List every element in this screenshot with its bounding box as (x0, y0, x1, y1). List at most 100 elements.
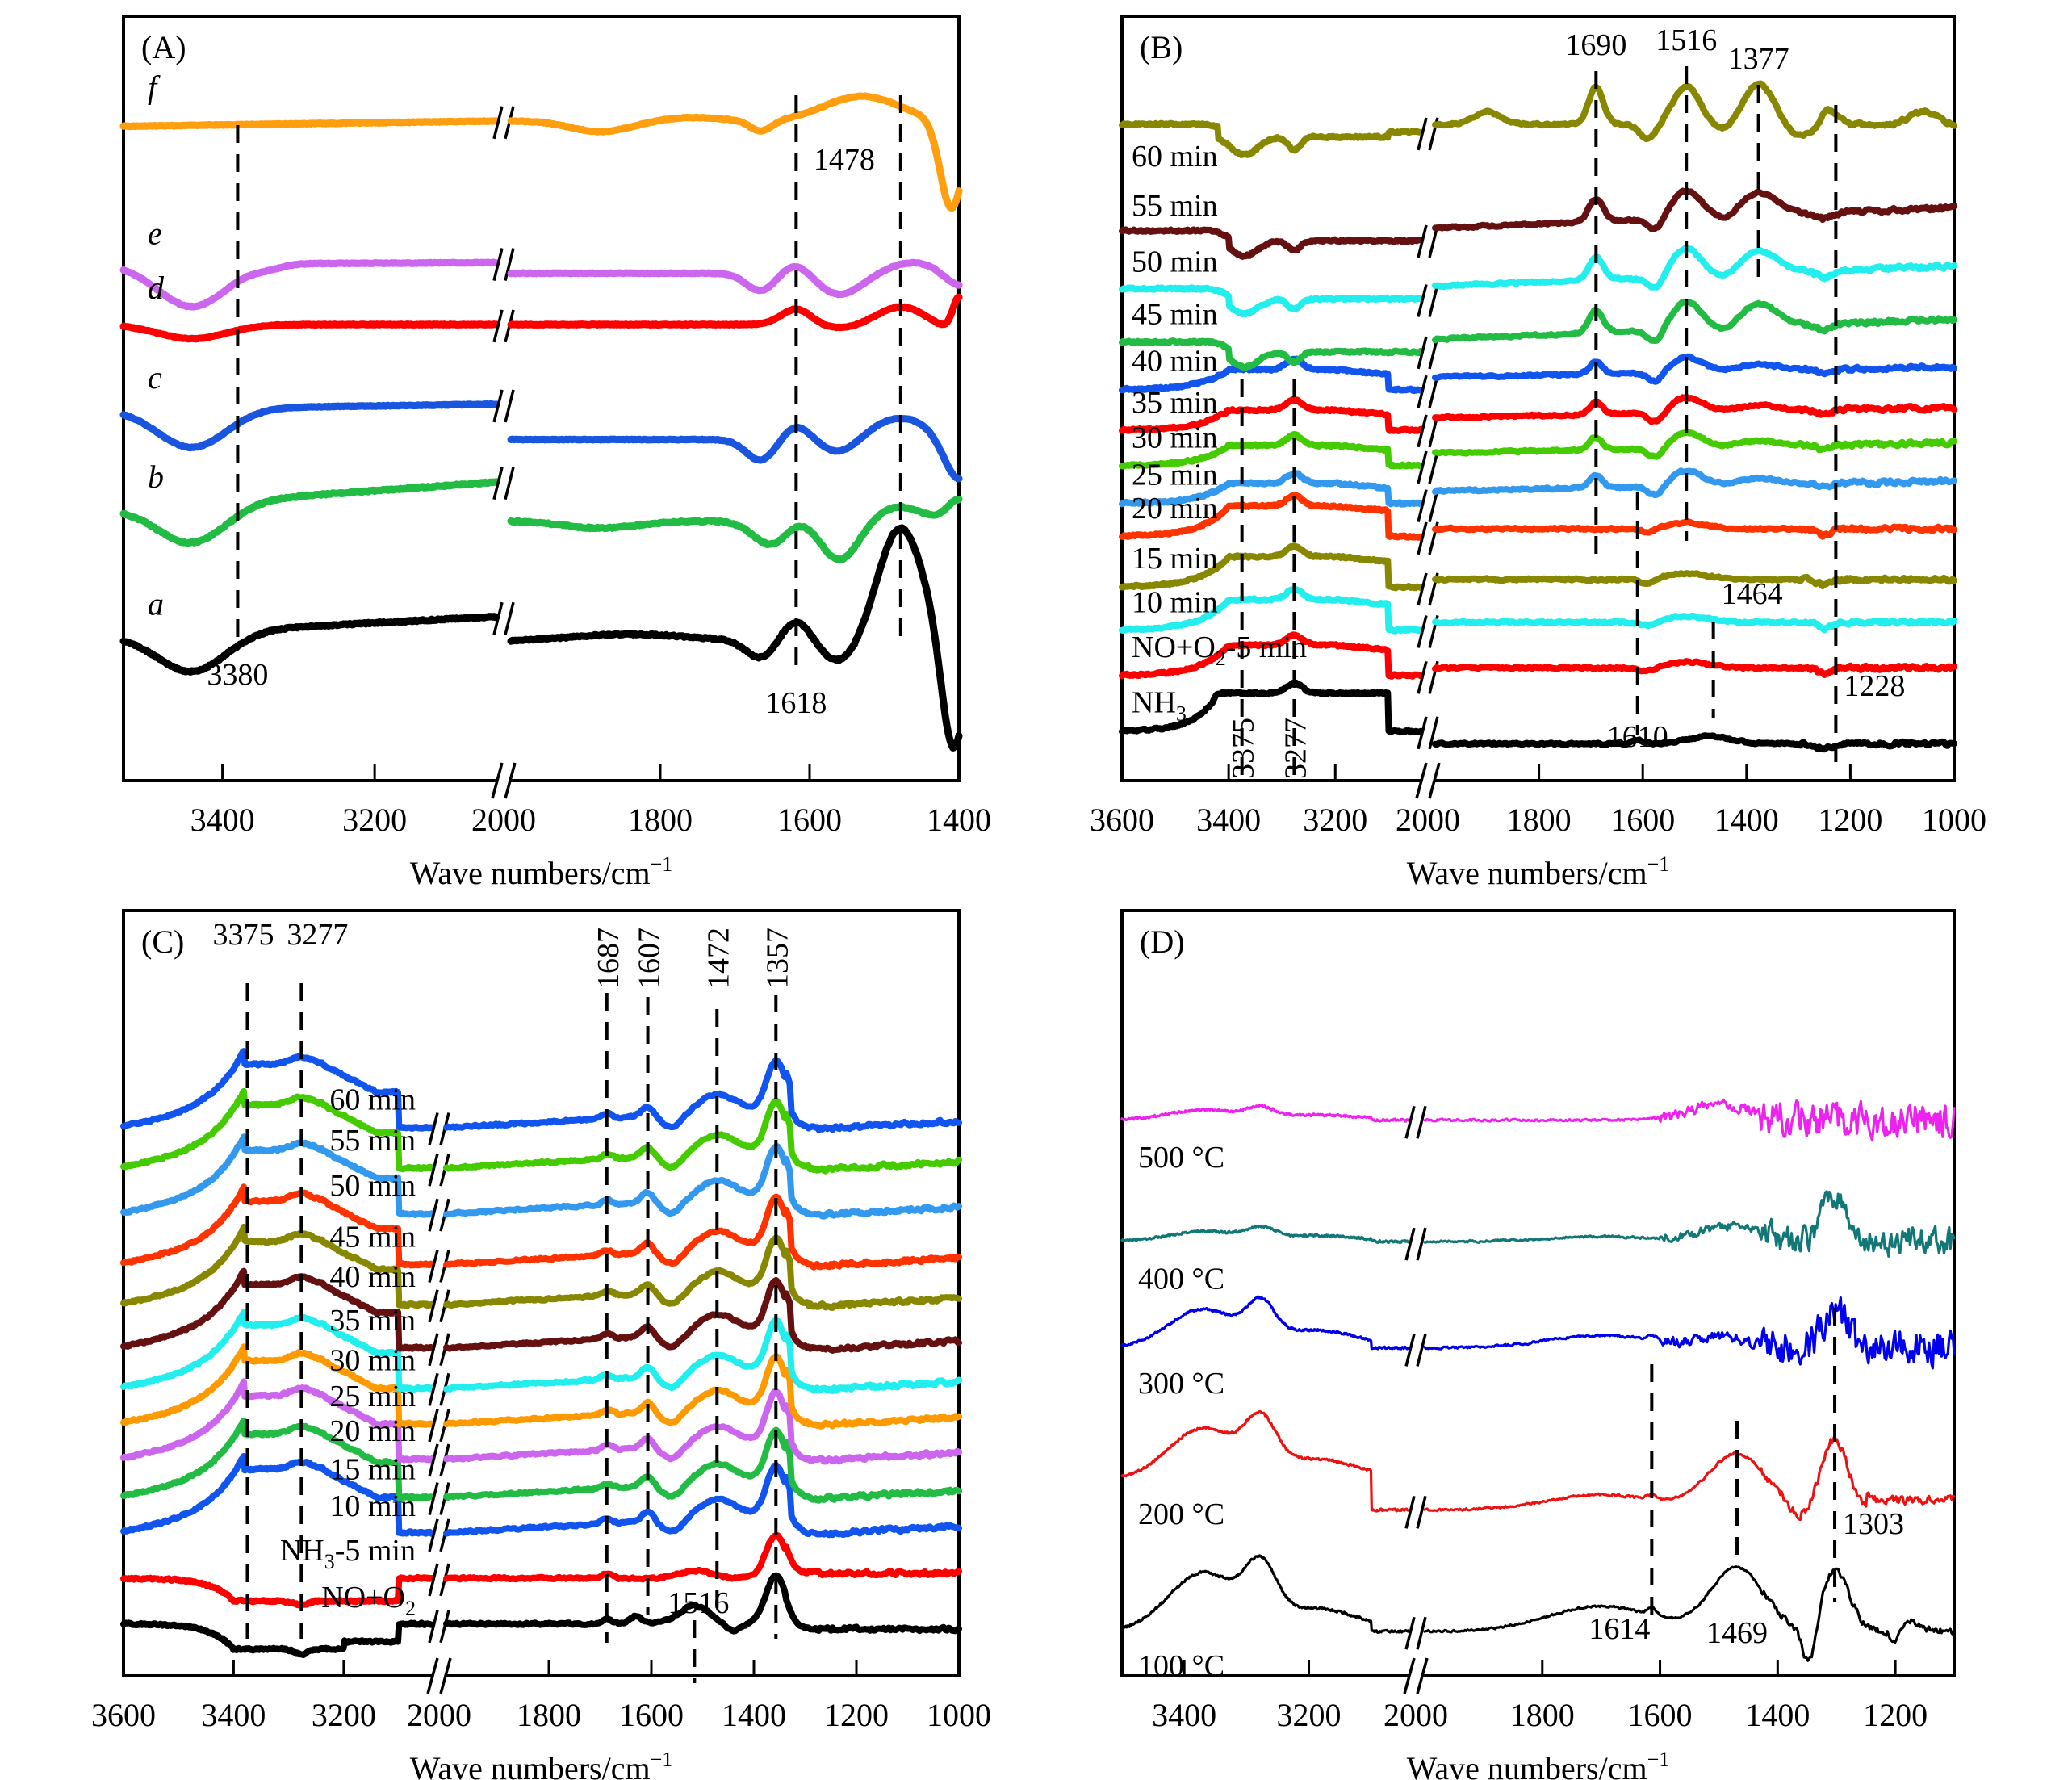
x-tick-label: 1800 (517, 1697, 581, 1733)
series-50-min (1119, 245, 1957, 318)
x-tick-label: 1600 (777, 802, 842, 838)
series-label: 45 min (329, 1221, 416, 1254)
curve-break-mark (1404, 1495, 1427, 1529)
curve-break-mark (492, 389, 515, 423)
peak-annotation: 1690 (1565, 28, 1626, 62)
spectrum-line-segment-high (1119, 119, 1424, 158)
x-tick-label: 2000 (471, 802, 536, 838)
x-tick-label: 2000 (1396, 802, 1460, 838)
series-label: d (148, 270, 165, 306)
spectrum-line-segment-low (1432, 612, 1957, 634)
series-20-min (1119, 492, 1957, 555)
spectrum-line-segment-low (1432, 187, 1957, 232)
x-tick-label: 3600 (1090, 802, 1154, 838)
spectrum-line-segment-high (120, 1418, 435, 1501)
series-15-min (1119, 542, 1957, 606)
spectrum-line-segment-high (1119, 492, 1424, 541)
series-60-min (120, 1048, 962, 1145)
series-45-min (1119, 298, 1957, 371)
spectrum-line-segment-high (120, 1133, 435, 1218)
plot-frame (122, 909, 961, 1677)
spectrum-line-segment-low (443, 1234, 962, 1311)
series-label: 400 °C (1138, 1262, 1224, 1296)
x-tick-label: 1800 (1507, 802, 1572, 838)
x-tick-label: 3400 (1152, 1697, 1216, 1733)
panel-label: (B) (1140, 29, 1183, 65)
spectrum-line-segment-high (120, 1343, 435, 1428)
series-label: 45 min (1132, 298, 1218, 332)
spectrum-line-segment-high (120, 1309, 435, 1393)
x-tick-label: 1000 (927, 1697, 991, 1733)
spectrum-line-segment-low (443, 1193, 962, 1271)
series-40-min (1119, 353, 1957, 408)
x-tick-label: 3200 (1303, 802, 1367, 838)
series-label: f (148, 69, 161, 106)
series-d (119, 293, 963, 343)
series-f (119, 92, 963, 212)
series-label: 500 °C (1138, 1141, 1224, 1175)
panel-label: (D) (1140, 924, 1185, 960)
spectrum-line-segment-high (1119, 396, 1424, 434)
series-no-o2 (120, 1572, 962, 1659)
x-tick-label: 3200 (342, 802, 407, 838)
series-label: 20 min (329, 1414, 416, 1448)
series-100-c (1120, 1554, 1956, 1662)
peak-annotation: 1228 (1844, 669, 1905, 703)
panel-label: (C) (141, 924, 184, 960)
x-tick-label: 1400 (927, 802, 991, 838)
spectrum-line-segment-low (1423, 1434, 1956, 1522)
axis-break-gap (496, 776, 511, 785)
spectrum-line-segment-high (1119, 430, 1424, 470)
spectrum-line-segment-low (507, 415, 963, 483)
curve-break-mark (1417, 716, 1439, 750)
series-45-min (120, 1183, 962, 1283)
panel-a: 3400 3200 2000 1800 1600 1400 Wave numbers/cm−… (119, 15, 991, 891)
spectrum-line-segment-high (1120, 1409, 1410, 1513)
peak-annotation: 1478 (814, 143, 875, 177)
series-nh3-5-min (120, 1531, 962, 1609)
series-label: NO+O2-5 min (1132, 630, 1307, 670)
x-tick-label: 1400 (722, 1697, 786, 1733)
x-tick-label: 3200 (1277, 1697, 1342, 1733)
peak-annotation: 1516 (668, 1586, 729, 1620)
series-label: 10 min (1132, 586, 1218, 620)
spectrum-line-segment-high (120, 1378, 435, 1464)
x-tick-label: 1200 (824, 1697, 889, 1733)
curve-break-mark (492, 467, 515, 500)
series-e (119, 248, 963, 311)
series-10-min (120, 1453, 962, 1552)
x-tick-label: 2000 (1383, 1697, 1448, 1733)
x-axis-title: Wave numbers/cm−1 (1407, 852, 1669, 891)
curve-break-mark (1404, 1333, 1427, 1367)
series-a (119, 524, 963, 752)
panel-label: (A) (141, 29, 186, 65)
series-label: 60 min (329, 1083, 416, 1117)
spectrum-line-segment-low (443, 1462, 962, 1539)
spectrum-line-segment-low (1423, 1098, 1956, 1142)
spectrum-line-segment-high (119, 613, 500, 676)
spectrum-line-segment-high (120, 1267, 435, 1352)
curve-break-mark (492, 248, 515, 282)
spectrum-line-segment-high (120, 1087, 435, 1173)
peak-annotation: 1303 (1843, 1507, 1904, 1541)
plot-frame (1120, 909, 1956, 1677)
series-15-min (120, 1418, 962, 1516)
axis-break-gap (432, 1671, 446, 1681)
series-label: 50 min (329, 1169, 416, 1203)
curve-break-mark (1404, 1227, 1427, 1261)
series-label: 30 min (1132, 421, 1218, 455)
series-30-min (1119, 429, 1957, 484)
spectrum-line-segment-high (120, 1453, 435, 1537)
spectrum-line-segment-low (443, 1353, 962, 1430)
series-400-c (1120, 1190, 1956, 1261)
x-tick-label: 2000 (407, 1697, 471, 1733)
series-label: 25 min (329, 1380, 416, 1414)
series-55-min (120, 1087, 962, 1187)
spectrum-line-segment-high (1119, 337, 1424, 371)
spectrum-line-segment-low (1432, 467, 1957, 499)
spectrum-line-segment-low (1432, 353, 1957, 385)
spectrum-line-segment-high (1119, 226, 1424, 260)
spectrum-line-segment-high (120, 1223, 435, 1309)
spectrum-line-segment-low (1432, 658, 1957, 678)
